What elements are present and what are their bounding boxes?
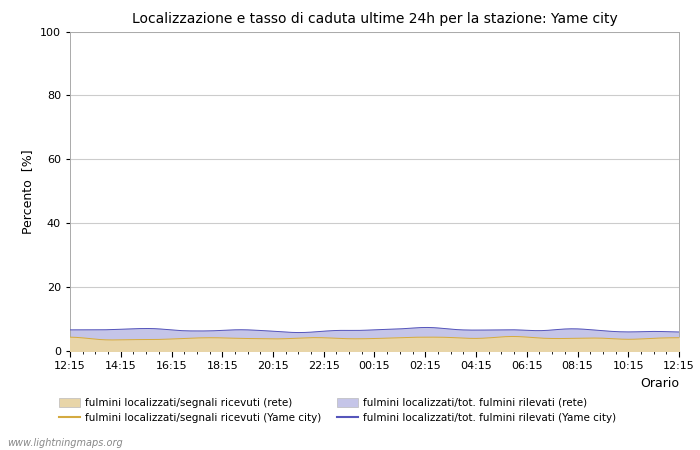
- Text: www.lightningmaps.org: www.lightningmaps.org: [7, 438, 122, 448]
- Y-axis label: Percento  [%]: Percento [%]: [22, 149, 34, 234]
- Legend: fulmini localizzati/segnali ricevuti (rete), fulmini localizzati/segnali ricevut: fulmini localizzati/segnali ricevuti (re…: [60, 398, 617, 423]
- Text: Orario: Orario: [640, 377, 679, 390]
- Title: Localizzazione e tasso di caduta ultime 24h per la stazione: Yame city: Localizzazione e tasso di caduta ultime …: [132, 12, 617, 26]
